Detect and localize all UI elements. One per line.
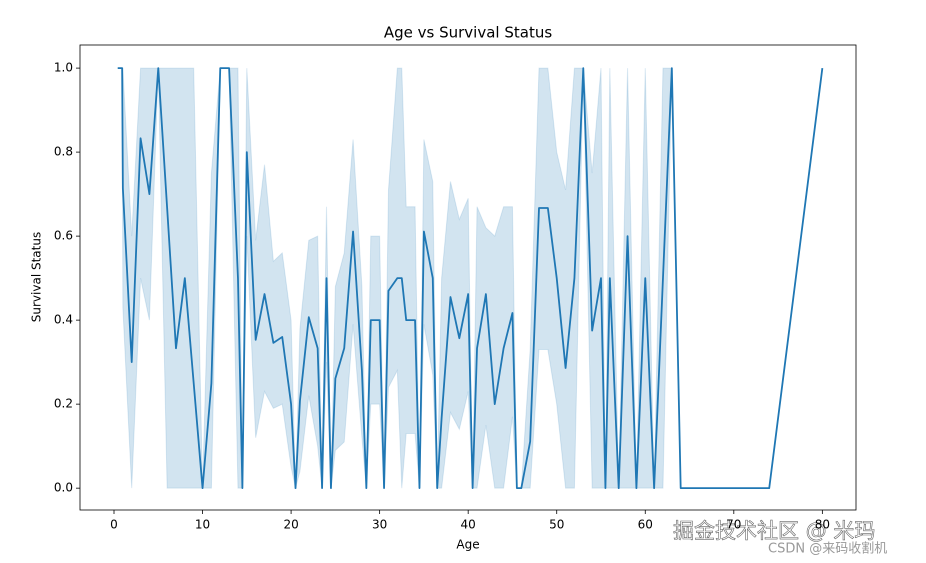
plot-area [117, 67, 824, 490]
y-tick-label: 1.0 [54, 61, 73, 75]
watermark: CSDN @来码收割机 [768, 541, 887, 557]
confidence-band [117, 67, 823, 489]
y-tick-label: 0.2 [54, 397, 73, 411]
line [117, 67, 824, 490]
x-tick-label: 40 [461, 518, 476, 532]
y-axis-label: Survival Status [30, 232, 44, 322]
y-tick-label: 0.0 [54, 481, 73, 495]
chart-title: Age vs Survival Status [384, 24, 552, 42]
x-tick-label: 80 [815, 518, 830, 532]
x-tick-label: 60 [638, 518, 653, 532]
x-axis-label: Age [456, 538, 479, 552]
x-tick-label: 0 [110, 518, 118, 532]
x-tick-label: 50 [549, 518, 564, 532]
x-tick-label: 20 [283, 518, 298, 532]
x-tick-label: 30 [372, 518, 387, 532]
y-tick-label: 0.6 [54, 229, 73, 243]
x-tick-label: 10 [195, 518, 210, 532]
y-tick-label: 0.8 [54, 145, 73, 159]
watermark: 掘金技术社区 @ 米玛 [673, 519, 875, 543]
x-tick-label: 70 [726, 518, 741, 532]
y-tick-label: 0.4 [54, 313, 73, 327]
